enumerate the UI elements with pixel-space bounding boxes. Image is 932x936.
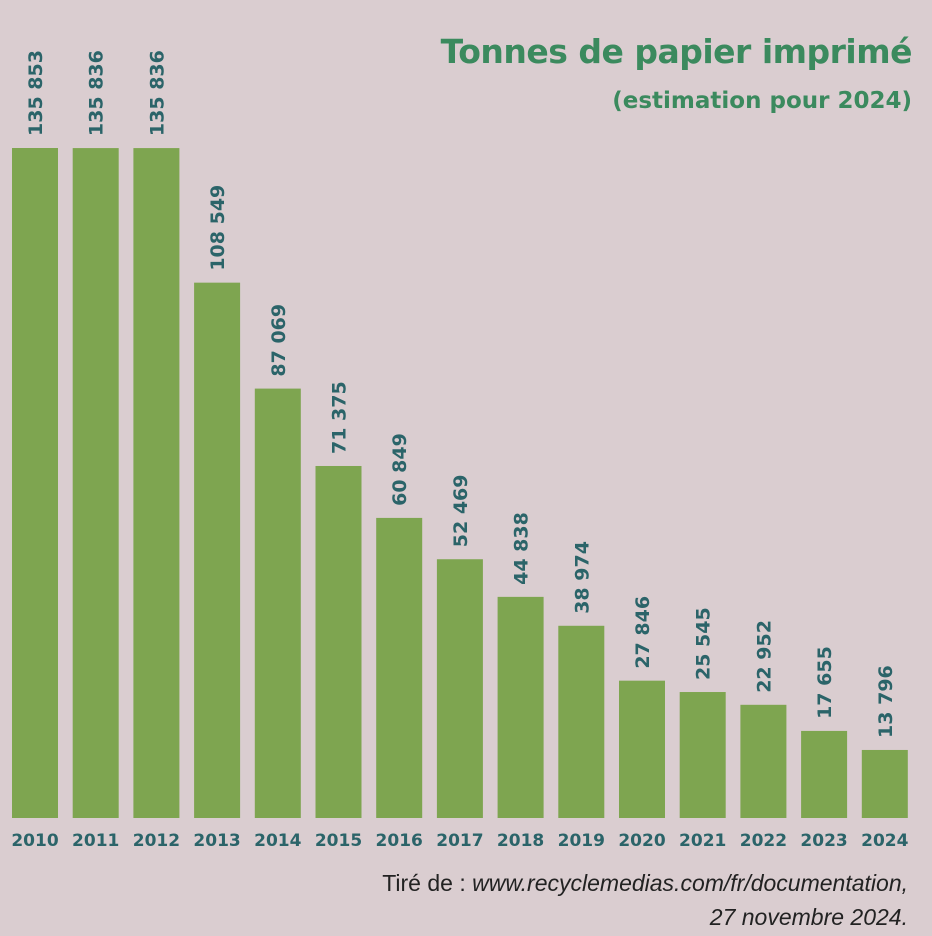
x-tick-label: 2024 — [861, 831, 908, 851]
x-tick-label: 2015 — [315, 831, 362, 851]
bar-2015 — [315, 465, 362, 818]
source-prefix: Tiré de : — [382, 870, 473, 896]
bar-2023 — [801, 730, 848, 818]
value-label: 13 796 — [875, 665, 897, 738]
x-tick-label: 2011 — [72, 831, 119, 851]
x-tick-label: 2023 — [800, 831, 847, 851]
source-date-line: 27 novembre 2024. — [710, 904, 908, 931]
value-label: 22 952 — [753, 620, 775, 693]
x-tick-label: 2012 — [133, 831, 180, 851]
x-tick-label: 2020 — [618, 831, 665, 851]
source-url[interactable]: www.recyclemedias.com/fr/documentation, — [472, 870, 908, 896]
x-tick-label: 2016 — [376, 831, 423, 851]
bar-2024 — [861, 749, 908, 818]
value-label: 87 069 — [268, 304, 290, 377]
value-label: 52 469 — [450, 475, 472, 548]
bar-2020 — [619, 680, 665, 818]
value-label: 60 849 — [389, 433, 411, 506]
bar-2016 — [376, 517, 423, 818]
source-date: 27 novembre 2024. — [709, 904, 908, 930]
value-label: 17 655 — [814, 646, 836, 719]
value-label: 135 853 — [25, 50, 47, 136]
bar-2011 — [72, 148, 119, 818]
value-label: 27 846 — [632, 596, 654, 669]
bar-2022 — [740, 704, 787, 818]
value-label: 38 974 — [571, 541, 593, 614]
x-tick-label: 2022 — [740, 831, 787, 851]
x-tick-label: 2014 — [254, 831, 301, 851]
x-tick-label: 2021 — [679, 831, 726, 851]
bar-2018 — [497, 596, 544, 818]
x-tick-label: 2019 — [558, 831, 605, 851]
bar-2019 — [558, 625, 605, 818]
bar-2013 — [194, 282, 241, 818]
source-line: Tiré de : www.recyclemedias.com/fr/docum… — [382, 870, 908, 897]
value-label: 44 838 — [511, 512, 533, 585]
x-tick-label: 2010 — [11, 831, 58, 851]
x-tick-label: 2017 — [436, 831, 483, 851]
x-tick-label: 2018 — [497, 831, 544, 851]
bar-2021 — [679, 692, 726, 818]
value-label: 108 549 — [207, 185, 229, 271]
value-label: 135 836 — [146, 50, 168, 136]
value-label: 135 836 — [86, 50, 108, 136]
bar-2014 — [254, 388, 301, 818]
bar-2017 — [436, 559, 483, 818]
chart-title: Tonnes de papier imprimé — [440, 32, 913, 71]
bar-2012 — [133, 148, 180, 818]
bar-2010 — [12, 148, 58, 818]
x-tick-label: 2013 — [193, 831, 240, 851]
value-label: 25 545 — [693, 607, 715, 680]
chart-subtitle: (estimation pour 2024) — [612, 88, 912, 114]
bar-chart: 135 853 2010 135 836 2011 135 836 2012 108 549… — [11, 50, 908, 851]
value-label: 71 375 — [329, 381, 351, 454]
